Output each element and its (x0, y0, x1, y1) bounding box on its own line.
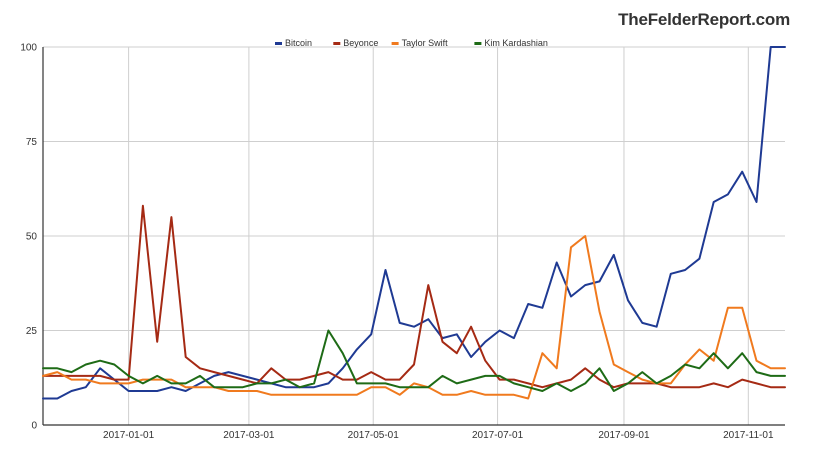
y-tick-label: 50 (26, 232, 38, 243)
x-tick-label: 2017-01-01 (103, 430, 155, 441)
legend-swatch-beyonce (333, 42, 341, 45)
x-tick-label: 2017-05-01 (348, 430, 400, 441)
legend-swatch-taylor-swift (391, 42, 399, 45)
legend: Bitcoin Beyonce Taylor Swift Kim Kardashian (275, 38, 548, 48)
x-tick-label: 2017-11-01 (723, 430, 774, 441)
x-tick-label: 2017-07-01 (472, 430, 524, 441)
series-line-bitcoin (42, 46, 786, 400)
series-line-taylor-swift (42, 235, 786, 400)
series-line-beyonce (42, 204, 786, 389)
legend-label-beyonce: Beyonce (343, 38, 378, 48)
y-tick-label: 75 (26, 137, 38, 148)
series-line-kim-kardashian (42, 329, 786, 392)
x-tick-label: 2017-03-01 (223, 430, 275, 441)
legend-label-taylor-swift: Taylor Swift (402, 38, 449, 48)
x-tick-label: 2017-09-01 (598, 430, 650, 441)
y-tick-label: 0 (31, 421, 37, 432)
legend-label-kim-kardashian: Kim Kardashian (484, 38, 548, 48)
y-tick-label: 100 (20, 43, 37, 54)
legend-swatch-kim-kardashian (474, 42, 482, 45)
legend-label-bitcoin: Bitcoin (285, 38, 312, 48)
brand-watermark: TheFelderReport.com (618, 10, 790, 29)
legend-swatch-bitcoin (275, 42, 282, 45)
y-tick-label: 25 (26, 326, 38, 337)
